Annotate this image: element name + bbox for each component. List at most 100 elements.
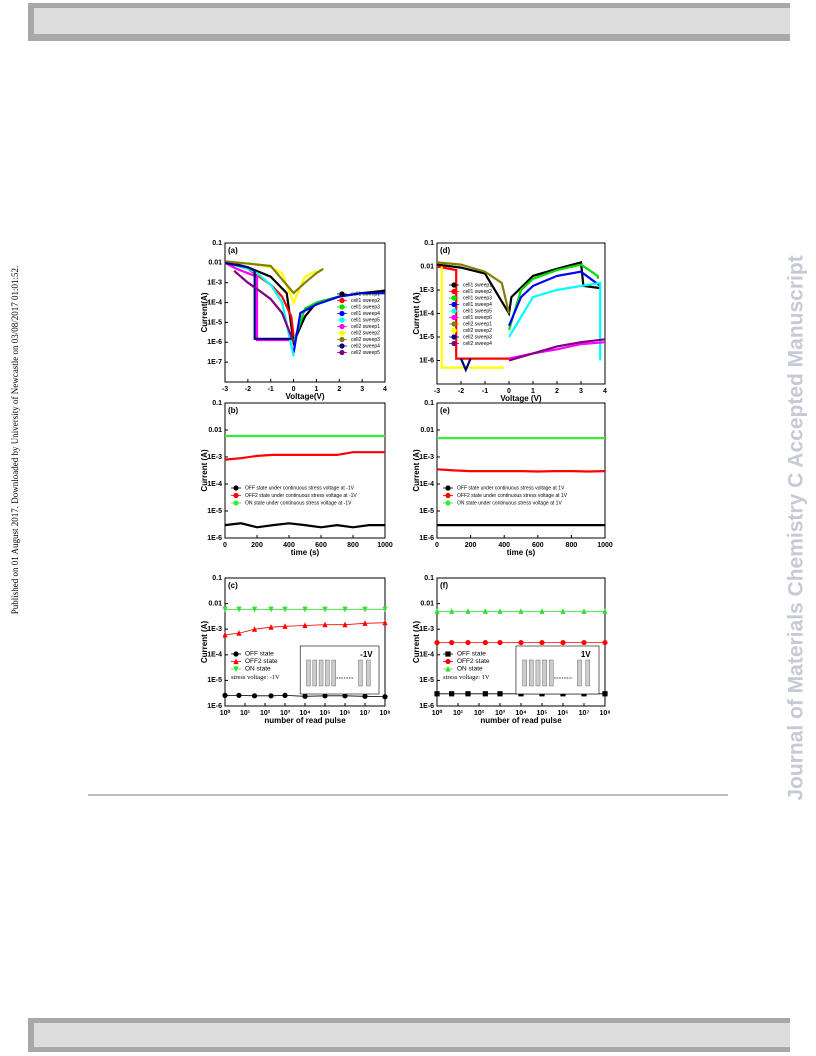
marker bbox=[268, 606, 274, 613]
marker bbox=[322, 693, 328, 699]
inset-pulse bbox=[306, 659, 311, 687]
y-tick-label: 1E-5 bbox=[207, 677, 222, 684]
marker bbox=[449, 639, 455, 646]
x-tick-label: 10⁴ bbox=[515, 710, 527, 717]
legend-marker bbox=[233, 651, 239, 657]
x-tick-label: 10⁷ bbox=[360, 710, 371, 717]
marker bbox=[382, 619, 388, 626]
marker bbox=[560, 608, 566, 614]
marker bbox=[382, 694, 388, 700]
marker bbox=[222, 692, 228, 698]
marker bbox=[302, 606, 308, 613]
y-tick-label: 1E-5 bbox=[419, 677, 434, 684]
legend-marker bbox=[445, 651, 451, 657]
marker bbox=[465, 608, 471, 614]
side-note: Published on 01 August 2017. Downloaded … bbox=[10, 266, 20, 614]
inset-pulse bbox=[331, 659, 336, 687]
marker bbox=[465, 691, 471, 697]
y-tick-label: 1E-3 bbox=[207, 626, 222, 633]
legend-label: OFF state under continuous stress voltag… bbox=[457, 485, 565, 491]
y-tick-label: 1E-4 bbox=[207, 652, 222, 659]
x-tick-label: 2 bbox=[555, 388, 559, 395]
y-tick-label: 1E-3 bbox=[207, 454, 222, 461]
marker bbox=[382, 606, 388, 613]
x-tick-label: 4 bbox=[383, 386, 387, 393]
x-tick-label: 800 bbox=[566, 542, 578, 549]
legend-label: ON state bbox=[245, 666, 271, 673]
x-tick-label: 10⁰ bbox=[220, 709, 231, 717]
legend-marker bbox=[339, 317, 345, 323]
x-tick-label: 200 bbox=[465, 542, 477, 549]
y-tick-label: 0.01 bbox=[208, 600, 222, 607]
inset-label: -1V bbox=[360, 650, 373, 659]
y-axis-label: Current (A) bbox=[412, 621, 421, 664]
y-tick-label: 0.1 bbox=[212, 575, 222, 582]
y-tick-label: 1E-4 bbox=[419, 481, 434, 488]
x-tick-label: 10⁶ bbox=[557, 710, 568, 717]
series-line bbox=[507, 270, 601, 327]
x-tick-label: 600 bbox=[315, 542, 327, 549]
header-bar-inner bbox=[34, 8, 790, 34]
marker bbox=[251, 693, 258, 699]
marker bbox=[560, 639, 566, 646]
x-axis-label: number of read pulse bbox=[480, 716, 562, 725]
legend-label: cell2 sweep5 bbox=[351, 350, 380, 356]
x-tick-label: 10⁷ bbox=[579, 710, 590, 717]
legend-marker bbox=[339, 336, 345, 343]
panel-label: (b) bbox=[228, 406, 239, 415]
series-line bbox=[440, 266, 505, 369]
legend-label: cell2 sweep3 bbox=[351, 337, 380, 343]
y-tick-label: 1E-5 bbox=[207, 319, 222, 326]
marker bbox=[434, 639, 440, 646]
x-tick-label: 0 bbox=[292, 386, 296, 393]
series-line bbox=[436, 261, 601, 317]
inset-pulse bbox=[577, 659, 582, 687]
x-tick-label: -3 bbox=[434, 388, 440, 395]
marker bbox=[236, 606, 242, 613]
x-tick-label: 4 bbox=[603, 388, 607, 395]
legend-marker bbox=[445, 485, 451, 491]
y-tick-label: 0.1 bbox=[212, 400, 222, 407]
legend-marker bbox=[445, 658, 451, 665]
series-line bbox=[507, 263, 599, 331]
y-tick-label: 1E-3 bbox=[419, 454, 434, 461]
x-axis-label: time (s) bbox=[507, 548, 536, 557]
legend-label: cell2 sweep2 bbox=[463, 328, 492, 334]
inset-pulse bbox=[318, 659, 324, 687]
marker bbox=[322, 606, 328, 613]
legend-label: OFF2 state under continuous stress volta… bbox=[245, 493, 357, 499]
series-line bbox=[224, 261, 289, 342]
x-tick-label: 10⁸ bbox=[599, 710, 610, 717]
series-line bbox=[436, 261, 511, 314]
series-line bbox=[459, 358, 472, 373]
legend-label: ON state under continuous stress voltage… bbox=[245, 500, 352, 506]
legend-label: OFF2 state bbox=[245, 658, 278, 665]
y-tick-label: 1E-3 bbox=[419, 287, 434, 294]
legend-label: OFF2 state bbox=[457, 658, 490, 665]
legend-label: cell2 sweep3 bbox=[463, 334, 492, 340]
legend-marker bbox=[451, 301, 457, 308]
legend-label: OFF state under continuous stress voltag… bbox=[245, 485, 355, 491]
legend-label: cell1 sweep2 bbox=[463, 289, 492, 295]
marker bbox=[434, 691, 440, 697]
y-tick-label: 1E-7 bbox=[207, 359, 222, 366]
plot-frame bbox=[436, 402, 606, 539]
marker bbox=[497, 608, 503, 614]
y-tick-label: 1E-6 bbox=[419, 703, 434, 710]
y-tick-label: 1E-4 bbox=[419, 310, 434, 317]
legend-marker bbox=[339, 304, 345, 310]
inset-pulse bbox=[585, 659, 591, 687]
legend-marker bbox=[233, 658, 239, 665]
panel-label: (e) bbox=[440, 406, 450, 415]
legend-label: cell2 sweep1 bbox=[351, 324, 380, 330]
marker bbox=[602, 608, 608, 614]
x-tick-label: 10² bbox=[260, 710, 271, 717]
legend-marker bbox=[445, 665, 451, 672]
x-tick-label: 800 bbox=[347, 542, 359, 549]
plot-frame bbox=[224, 242, 386, 383]
x-tick-label: 10² bbox=[474, 710, 485, 717]
footer-bar-inner bbox=[34, 1023, 790, 1047]
x-tick-label: 600 bbox=[532, 542, 544, 549]
x-tick-label: 10¹ bbox=[453, 710, 464, 717]
